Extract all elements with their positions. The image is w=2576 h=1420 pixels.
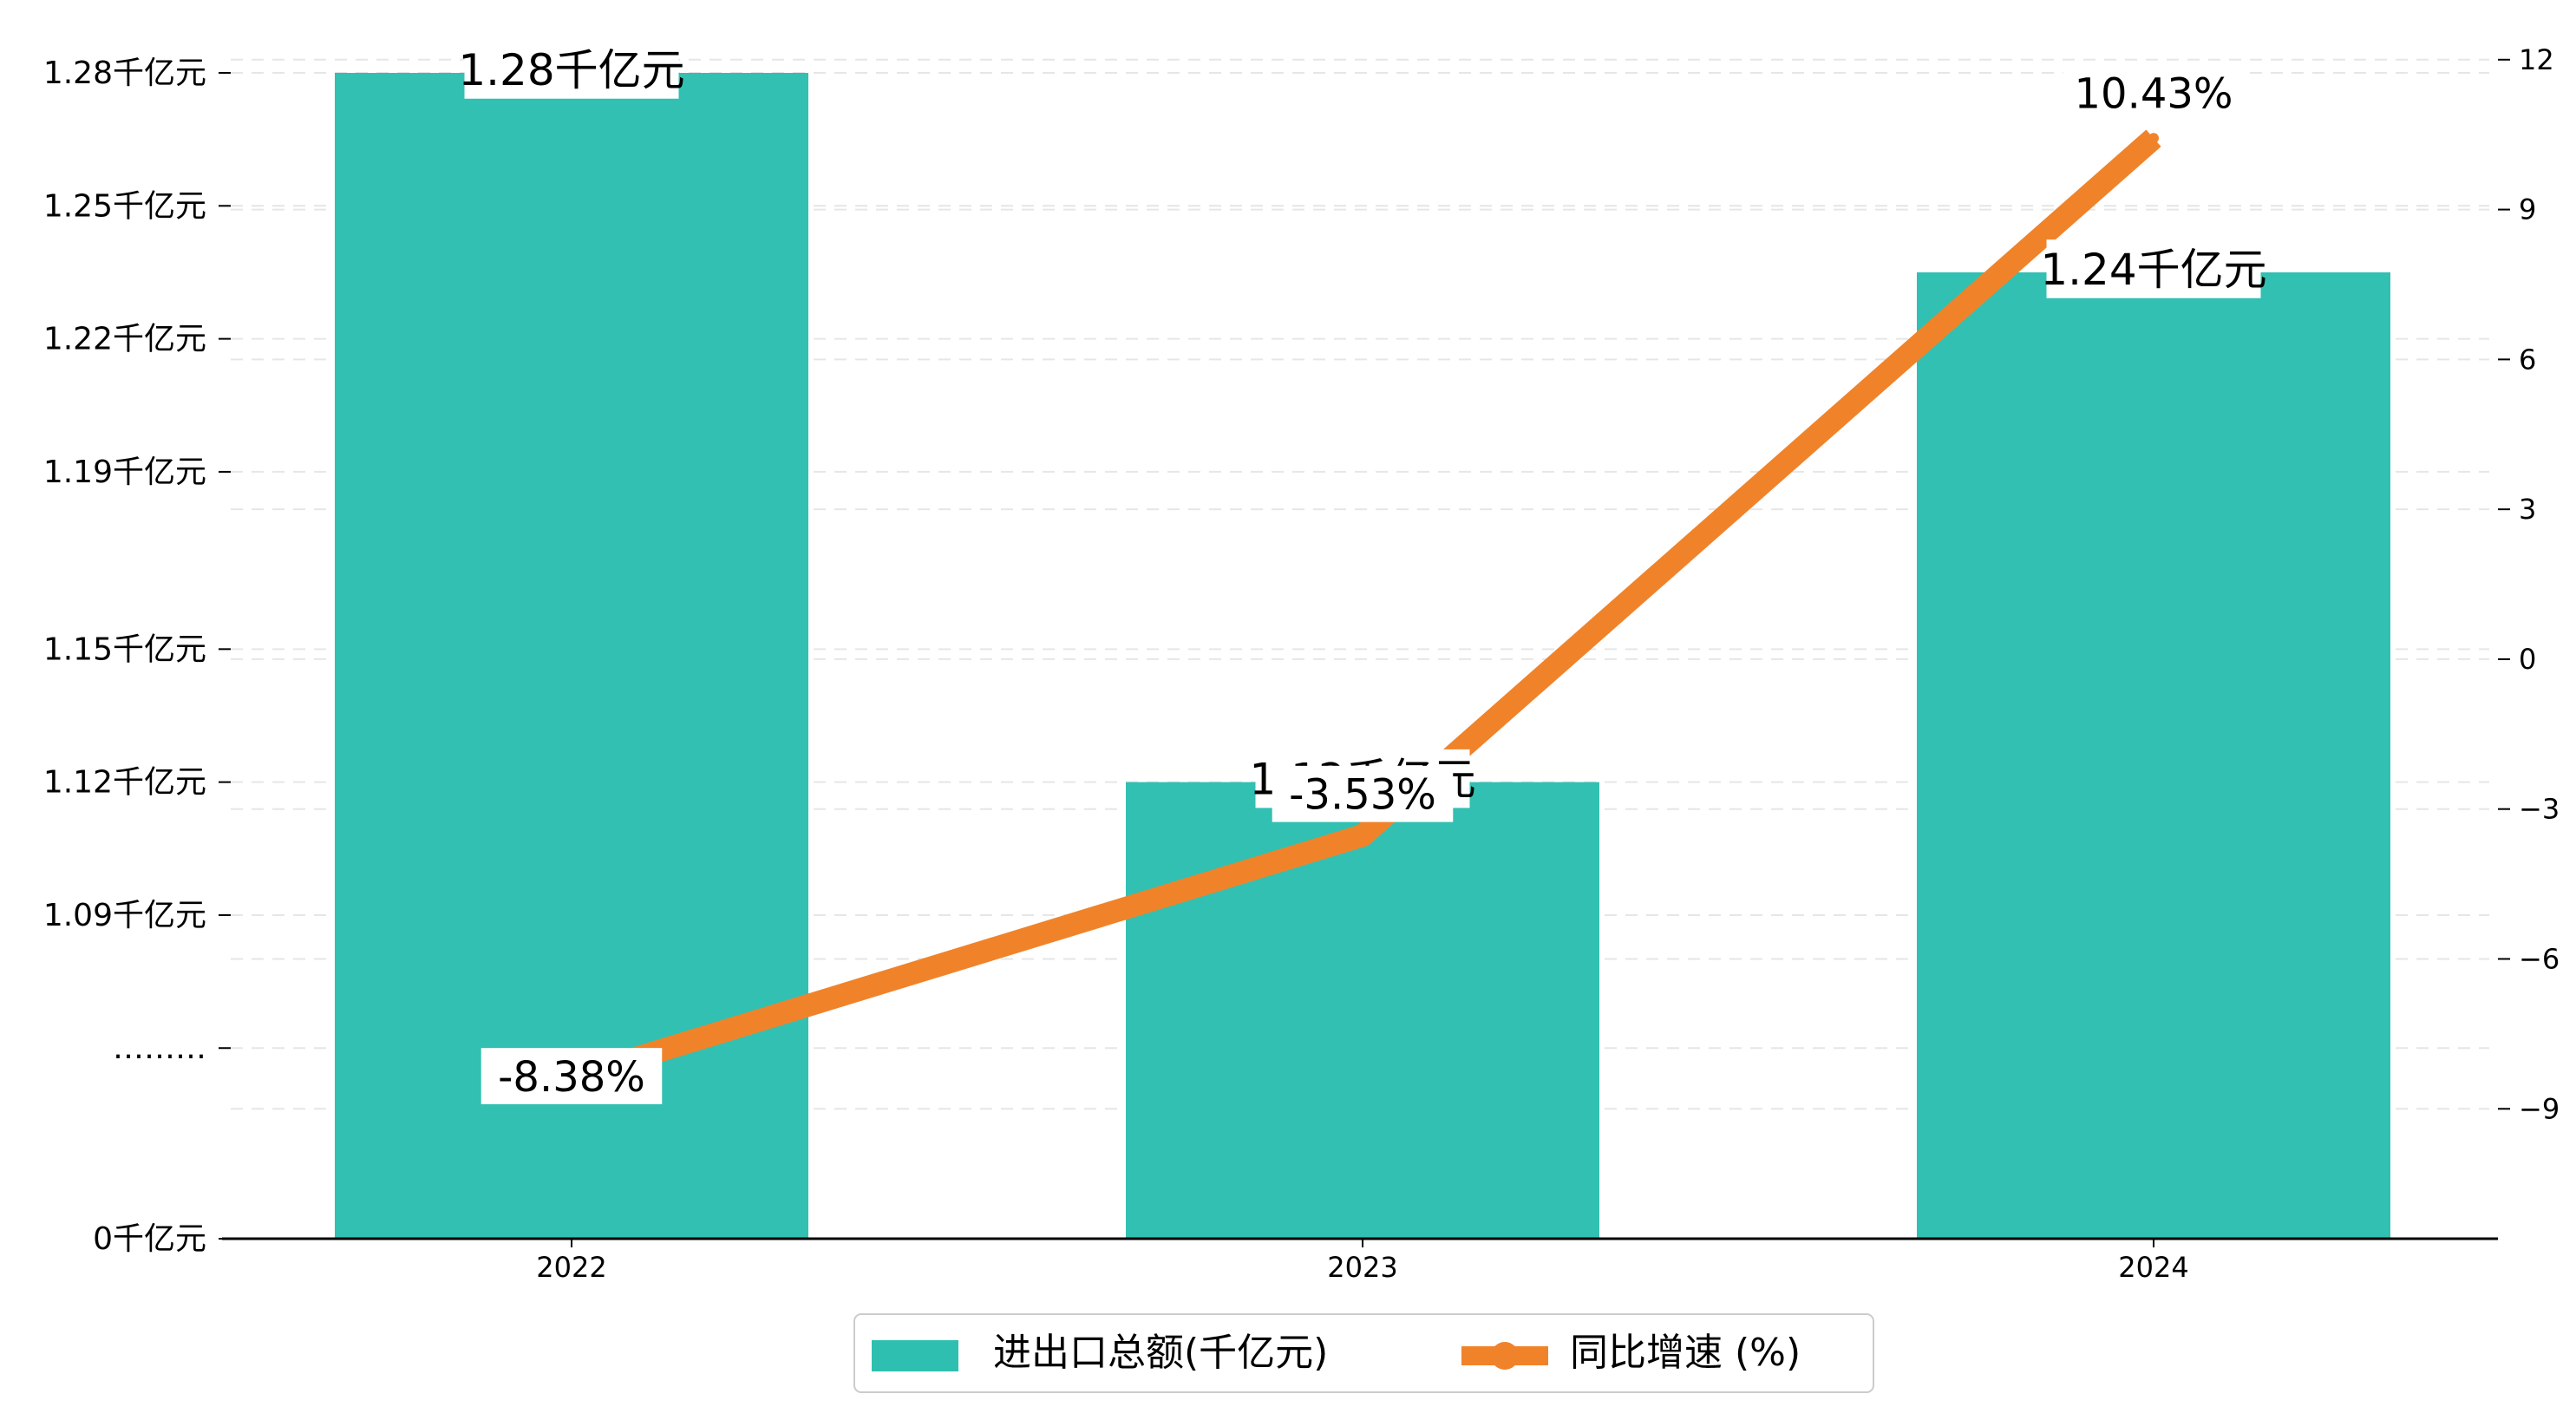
right-tick-label: −6 — [2519, 942, 2560, 975]
x-tick-label: 2022 — [536, 1251, 606, 1284]
left-tick-label: 1.15千亿元 — [43, 631, 206, 667]
right-tick-label: −9 — [2519, 1092, 2560, 1125]
right-tick-label: 0 — [2519, 643, 2536, 676]
line-value-label: -3.53% — [1289, 771, 1436, 820]
right-tick-label: −3 — [2519, 793, 2560, 826]
bar — [1917, 272, 2390, 1239]
right-tick-label: 6 — [2519, 343, 2536, 376]
bar — [1126, 782, 1599, 1239]
left-tick-label: 1.09千亿元 — [43, 898, 206, 933]
bar-value-label-box — [464, 40, 679, 99]
line-value-label-group: -3.53% — [1272, 765, 1454, 822]
bar-series — [335, 73, 2390, 1239]
left-tick-label: ……… — [113, 1031, 206, 1066]
left-tick-label: 1.28千亿元 — [43, 56, 206, 91]
legend-swatch-bar — [872, 1340, 958, 1371]
right-tick-label: 3 — [2519, 493, 2536, 526]
line-value-label-box — [481, 1048, 663, 1104]
line-value-label-group: -8.38% — [481, 1048, 663, 1104]
line-point — [2148, 133, 2159, 144]
legend: 进出口总额(千亿元) 同比增速 (%) — [853, 1313, 1874, 1393]
bar-value-label-group: 1.28千亿元 — [458, 40, 685, 99]
bar-value-label: 1.24千亿元 — [2040, 245, 2266, 295]
legend-label-bar: 进出口总额(千亿元) — [993, 1331, 1328, 1375]
axes: 2022 2023 2024 0千亿元 ……… 1.09千亿元 1.12千亿元 1.15千亿元… — [43, 43, 2560, 1284]
x-tick-label: 2023 — [1327, 1251, 1397, 1284]
line-value-label: 10.43% — [2074, 69, 2233, 118]
line-value-label-box — [1272, 765, 1454, 822]
bar — [335, 73, 808, 1239]
left-tick-label: 1.12千亿元 — [43, 765, 206, 801]
left-tick-label: 0千亿元 — [93, 1221, 206, 1257]
legend-frame — [853, 1313, 1874, 1393]
legend-label-line: 同比增速 (%) — [1570, 1331, 1801, 1375]
line-value-label: -8.38% — [498, 1053, 645, 1102]
right-tick-label: 12 — [2519, 43, 2554, 76]
line-point — [1357, 830, 1368, 841]
line-value-label-box — [2063, 64, 2245, 121]
line-value-label-group: 10.43% — [2063, 64, 2245, 121]
left-tick-label: 1.19千亿元 — [43, 455, 206, 490]
left-tick-label: 1.25千亿元 — [43, 188, 206, 224]
bar-value-label: 1.28千亿元 — [458, 45, 684, 95]
bar-value-label-group: 1.24千亿元 — [2040, 239, 2267, 298]
right-tick-label: 9 — [2519, 193, 2536, 226]
left-tick-label: 1.22千亿元 — [43, 322, 206, 357]
x-tick-label: 2024 — [2118, 1251, 2188, 1284]
legend-swatch-marker — [1491, 1342, 1519, 1370]
bar-value-label-box — [2046, 239, 2261, 298]
